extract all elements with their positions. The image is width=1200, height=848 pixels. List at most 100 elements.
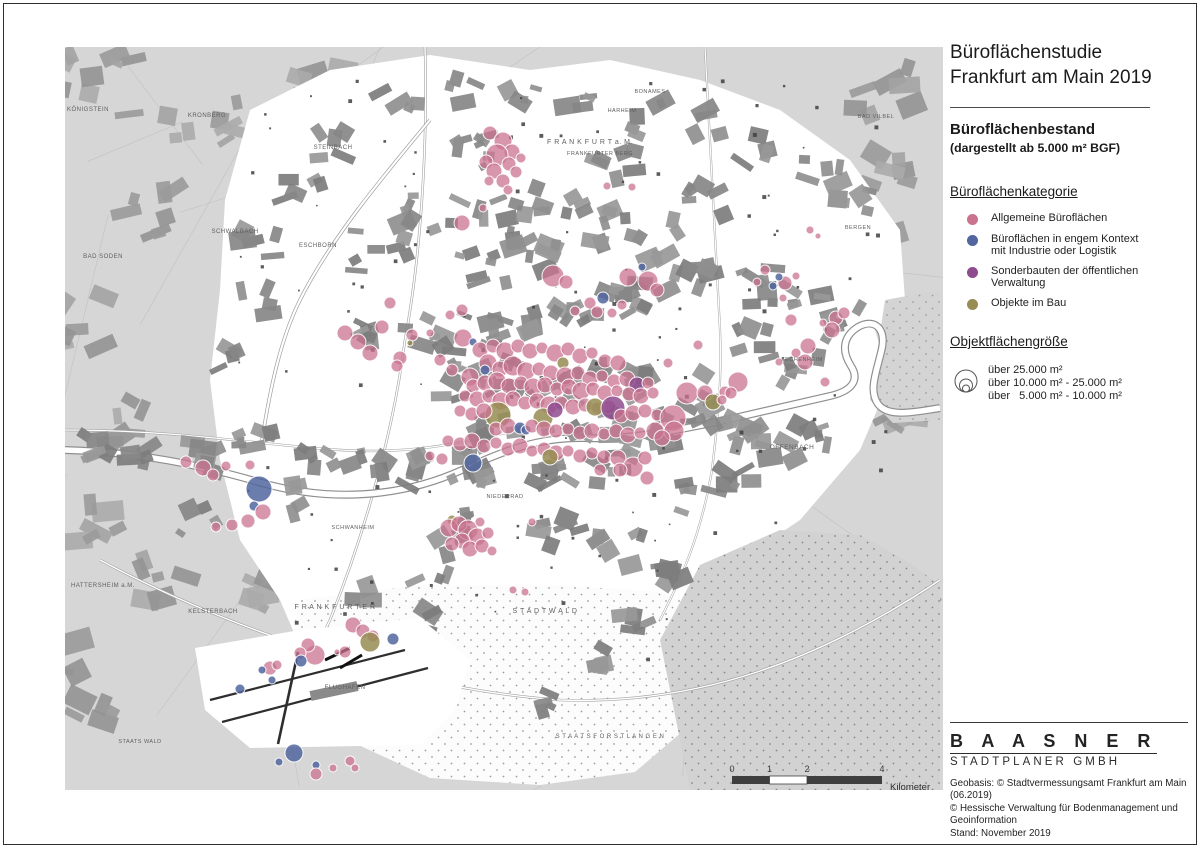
place-label: NIEDERRAD (487, 494, 524, 500)
place-label: KELSTERBACH (188, 609, 238, 615)
credit-line: Stand: November 2019 (950, 827, 1051, 839)
place-label: S T A D T W A L D (513, 608, 578, 615)
object-circle (558, 274, 574, 290)
object-circle (390, 359, 404, 373)
object-circle (716, 394, 728, 406)
object-circle (455, 303, 469, 317)
object-circle (752, 277, 762, 287)
object-circle (508, 585, 518, 595)
object-circle (774, 272, 784, 282)
object-circle (596, 291, 610, 305)
size-heading: Objektflächengröße (950, 334, 1068, 349)
object-circle (257, 665, 267, 675)
category-dot (967, 267, 978, 278)
company-logo-block: B A A S N E R STADTPLANER GMBH Geobasis:… (950, 722, 1190, 840)
object-circle (234, 683, 246, 695)
section-subtitle: (dargestellt ab 5.000 m² BGF) (950, 141, 1121, 155)
place-label: F R A N K F U R T E R (294, 604, 375, 611)
object-circle (359, 631, 381, 653)
object-circle (521, 342, 539, 360)
object-circle (646, 386, 660, 400)
object-circle (483, 175, 495, 187)
object-circle (441, 434, 455, 448)
object-circle (759, 264, 771, 276)
category-dot (967, 214, 978, 225)
place-label: FRANKFURTER BERG (567, 151, 633, 157)
scale-tick-label: 1 (767, 764, 772, 774)
legend-item-objekte-im-bau: Objekte im Bau (950, 297, 1190, 310)
size-legend: über 25.000 m² über 10.000 m² - 25.000 m²… (950, 364, 1190, 403)
object-circle (486, 545, 498, 557)
place-label: FECHENHEIM (781, 357, 822, 363)
size-class-label: über 5.000 m² - 10.000 m² (988, 390, 1122, 402)
office-object-circles (179, 125, 851, 781)
object-circle (649, 282, 665, 298)
category-heading: Büroflächenkategorie (950, 184, 1078, 199)
object-circle (445, 363, 459, 377)
object-circle (784, 313, 798, 327)
place-label: S T A A T S F O R S T L A N G E N (556, 734, 665, 740)
object-circle (612, 462, 628, 478)
place-label: HATTERSHEIM a.M. (71, 583, 135, 589)
object-circle (453, 404, 467, 418)
object-circle (805, 225, 815, 235)
object-circle (818, 318, 828, 328)
map-title-line2: Frankfurt am Main 2019 (950, 67, 1152, 88)
object-circle (478, 203, 488, 213)
scale-unit-label: Kilometer (890, 782, 930, 790)
object-circle (520, 587, 530, 597)
object-circle (284, 743, 304, 763)
place-label: STEINBACH (314, 145, 353, 151)
place-label: HARHEIM (608, 108, 637, 114)
object-circle (675, 381, 699, 405)
legend-panel: Büroflächenstudie Frankfurt am Main 2019… (950, 40, 1190, 403)
object-circle (560, 341, 576, 357)
object-circle (778, 293, 788, 303)
category-label: Büroflächen in engem Kontext mit Industri… (991, 233, 1139, 257)
logo-subtitle: STADTPLANER GMBH (950, 756, 1121, 768)
map-canvas: KÖNIGSTEIN KRONBERG STEINBACH SCHWALBACH ESC… (65, 47, 943, 790)
scale-bar: 0 1 2 4 Kilometer (729, 764, 930, 790)
object-circle (639, 470, 655, 486)
object-circle (453, 214, 471, 232)
object-circle (590, 305, 604, 319)
scale-tick-label: 2 (804, 764, 809, 774)
object-circle (328, 763, 338, 773)
object-circle (405, 328, 419, 342)
legend-item-allgemeine-bueroflaechen: Allgemeine Büroflächen (950, 212, 1190, 225)
object-circle (344, 755, 356, 767)
object-circle (572, 448, 588, 464)
place-label: OFFENBACH (770, 444, 815, 451)
object-circle (569, 305, 581, 317)
object-circle (585, 346, 599, 360)
object-circle (515, 152, 527, 164)
place-label: BAD SODEN (83, 254, 123, 260)
object-circle (791, 271, 801, 281)
object-circle (724, 386, 738, 400)
place-label: SCHWALBACH (211, 229, 258, 235)
object-circle (593, 463, 607, 477)
frankfurt-map: KÖNIGSTEIN KRONBERG STEINBACH SCHWALBACH ESC… (65, 47, 943, 790)
object-circle (616, 299, 628, 311)
object-circle (489, 436, 503, 450)
place-label: STAATS WALD (118, 739, 161, 745)
logo-name: B A A S N E R (950, 731, 1158, 754)
object-circle (481, 526, 495, 540)
legend-item-industrie-logistik: Büroflächen in engem Kontext mit Industri… (950, 233, 1190, 257)
object-circle (561, 444, 575, 458)
place-label: BAD VILBEL (858, 114, 895, 120)
object-circle (585, 446, 599, 460)
object-circle (349, 333, 367, 351)
object-circle (254, 503, 272, 521)
object-circle (637, 403, 653, 419)
object-circle (610, 384, 624, 398)
object-circle (361, 344, 379, 362)
object-circle (267, 675, 277, 685)
object-circle (194, 459, 212, 477)
object-circle (561, 422, 575, 436)
object-circle (692, 339, 704, 351)
object-circle (210, 521, 222, 533)
place-label: KÖNIGSTEIN (67, 106, 109, 113)
object-circle (583, 422, 601, 440)
